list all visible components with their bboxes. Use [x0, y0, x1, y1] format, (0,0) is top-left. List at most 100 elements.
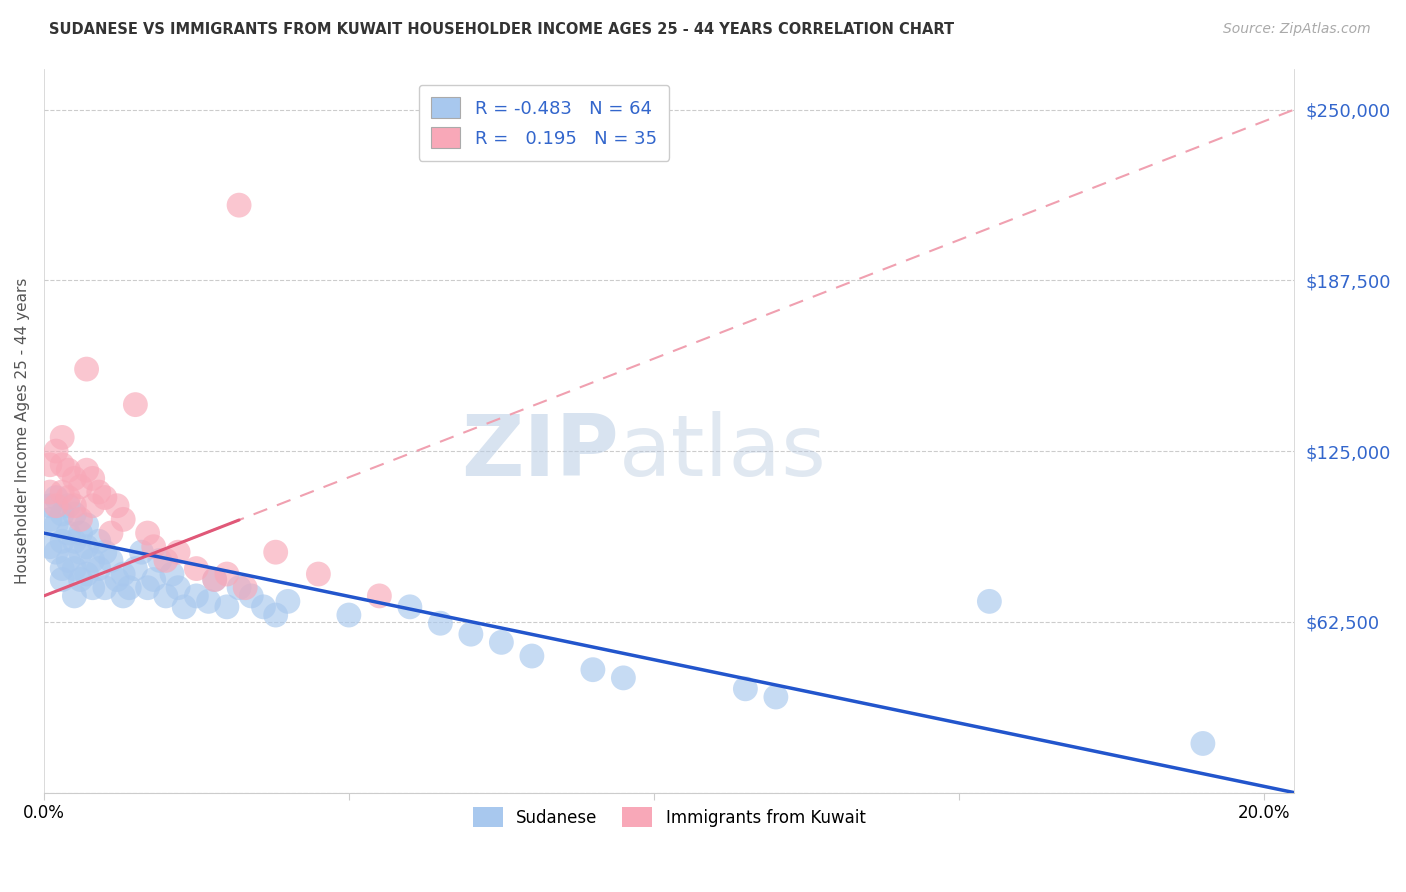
- Point: [240, 589, 263, 603]
- Point: [228, 581, 250, 595]
- Point: [136, 581, 159, 595]
- Point: [76, 567, 98, 582]
- Text: ZIP: ZIP: [461, 411, 619, 494]
- Point: [94, 581, 117, 595]
- Point: [215, 567, 238, 582]
- Point: [131, 545, 153, 559]
- Legend: Sudanese, Immigrants from Kuwait: Sudanese, Immigrants from Kuwait: [464, 799, 875, 835]
- Point: [76, 540, 98, 554]
- Point: [58, 491, 80, 505]
- Point: [69, 545, 91, 559]
- Text: Source: ZipAtlas.com: Source: ZipAtlas.com: [1223, 22, 1371, 37]
- Point: [63, 534, 86, 549]
- Point: [167, 545, 190, 559]
- Point: [63, 589, 86, 603]
- Point: [63, 471, 86, 485]
- Y-axis label: Householder Income Ages 25 - 44 years: Householder Income Ages 25 - 44 years: [15, 277, 30, 583]
- Point: [63, 507, 86, 521]
- Point: [82, 471, 104, 485]
- Point: [167, 581, 190, 595]
- Point: [39, 485, 62, 500]
- Point: [142, 540, 165, 554]
- Point: [63, 561, 86, 575]
- Point: [105, 573, 128, 587]
- Point: [87, 534, 110, 549]
- Point: [45, 444, 67, 458]
- Point: [51, 561, 73, 575]
- Point: [612, 671, 634, 685]
- Point: [39, 540, 62, 554]
- Point: [118, 581, 141, 595]
- Point: [51, 430, 73, 444]
- Point: [252, 599, 274, 614]
- Point: [460, 627, 482, 641]
- Point: [39, 499, 62, 513]
- Point: [112, 512, 135, 526]
- Point: [264, 545, 287, 559]
- Point: [136, 526, 159, 541]
- Point: [124, 561, 146, 575]
- Point: [307, 567, 329, 582]
- Point: [100, 553, 122, 567]
- Point: [100, 526, 122, 541]
- Text: atlas: atlas: [619, 411, 827, 494]
- Point: [51, 507, 73, 521]
- Point: [197, 594, 219, 608]
- Point: [63, 499, 86, 513]
- Point: [368, 589, 391, 603]
- Point: [51, 458, 73, 472]
- Point: [51, 573, 73, 587]
- Text: SUDANESE VS IMMIGRANTS FROM KUWAIT HOUSEHOLDER INCOME AGES 25 - 44 YEARS CORRELA: SUDANESE VS IMMIGRANTS FROM KUWAIT HOUSE…: [49, 22, 955, 37]
- Point: [87, 561, 110, 575]
- Point: [58, 553, 80, 567]
- Point: [112, 567, 135, 582]
- Point: [105, 499, 128, 513]
- Point: [51, 485, 73, 500]
- Point: [429, 616, 451, 631]
- Point: [58, 463, 80, 477]
- Point: [277, 594, 299, 608]
- Point: [58, 526, 80, 541]
- Point: [228, 198, 250, 212]
- Point: [69, 512, 91, 526]
- Point: [69, 480, 91, 494]
- Point: [155, 553, 177, 567]
- Point: [186, 561, 208, 575]
- Point: [45, 499, 67, 513]
- Point: [233, 581, 256, 595]
- Point: [765, 690, 787, 704]
- Point: [1192, 736, 1215, 750]
- Point: [160, 567, 183, 582]
- Point: [69, 573, 91, 587]
- Point: [520, 648, 543, 663]
- Point: [149, 553, 172, 567]
- Point: [155, 589, 177, 603]
- Point: [69, 526, 91, 541]
- Point: [39, 458, 62, 472]
- Point: [45, 517, 67, 532]
- Point: [51, 534, 73, 549]
- Point: [582, 663, 605, 677]
- Point: [337, 608, 360, 623]
- Point: [399, 599, 422, 614]
- Point: [82, 499, 104, 513]
- Point: [491, 635, 513, 649]
- Point: [734, 681, 756, 696]
- Point: [39, 512, 62, 526]
- Point: [142, 573, 165, 587]
- Point: [979, 594, 1001, 608]
- Point: [186, 589, 208, 603]
- Point: [76, 362, 98, 376]
- Point: [76, 517, 98, 532]
- Point: [264, 608, 287, 623]
- Point: [124, 398, 146, 412]
- Point: [45, 491, 67, 505]
- Point: [76, 463, 98, 477]
- Point: [173, 599, 195, 614]
- Point: [82, 581, 104, 595]
- Point: [82, 553, 104, 567]
- Point: [204, 573, 226, 587]
- Point: [94, 491, 117, 505]
- Point: [215, 599, 238, 614]
- Point: [112, 589, 135, 603]
